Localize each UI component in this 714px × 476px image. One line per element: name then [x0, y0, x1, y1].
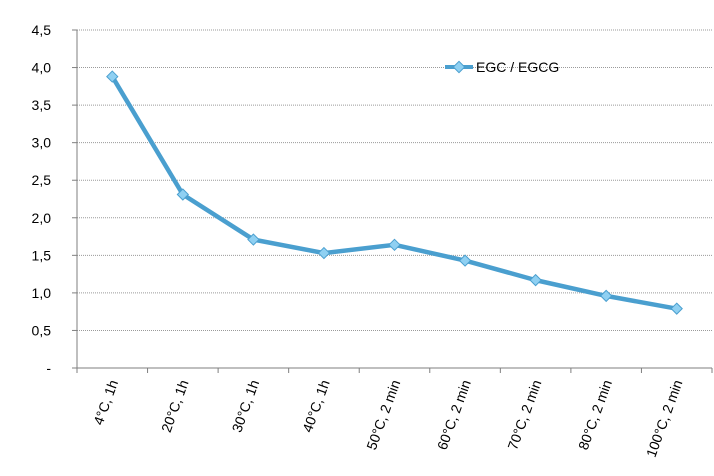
y-tick-label: 1,5 [32, 247, 52, 263]
y-tick-label: 4,5 [32, 22, 52, 38]
x-tick-label: 20°C, 1h [158, 378, 192, 435]
axes [76, 30, 712, 369]
data-point-marker [317, 246, 331, 260]
y-tick-label: - [46, 360, 51, 376]
data-point-marker [388, 238, 401, 252]
x-tick-label: 80°C, 2 min [575, 378, 615, 452]
series-group [106, 70, 683, 315]
data-point-marker [458, 254, 472, 267]
x-tick-label: 30°C, 1h [228, 378, 262, 435]
y-tick-label: 2,5 [32, 172, 52, 188]
x-tick-label: 50°C, 2 min [363, 378, 403, 452]
data-point-marker [106, 70, 119, 83]
y-tick-label: 2,0 [32, 210, 52, 226]
y-tick-label: 0,5 [32, 322, 52, 338]
gridlines [72, 29, 713, 373]
data-point-marker [599, 289, 613, 303]
legend: EGC / EGCG [445, 59, 559, 75]
y-tick-labels: - 0,5 1,0 1,5 2,0 2,5 3,0 3,5 4,0 4,5 [32, 22, 52, 376]
y-tick-label: 4,0 [32, 60, 52, 76]
y-tick-label: 3,5 [32, 97, 52, 113]
x-tick-label: 100°C, 2 min [643, 378, 686, 460]
x-tick-label: 60°C, 2 min [434, 378, 474, 452]
data-point-marker [176, 188, 190, 201]
x-tick-labels: 4°C, 1h 20°C, 1h 30°C, 1h 40°C, 1h 50°C, 2 m… [90, 378, 686, 460]
legend-marker-swatch [452, 60, 466, 74]
data-point-marker [670, 302, 683, 315]
legend-entry-label: EGC / EGCG [476, 59, 559, 75]
series-line [110, 75, 678, 311]
data-point-marker [529, 273, 542, 287]
x-tick-label: 40°C, 1h [299, 378, 333, 435]
y-tick-label: 1,0 [32, 285, 52, 301]
x-tick-label: 70°C, 2 min [504, 378, 544, 452]
data-point-marker [247, 233, 260, 246]
y-tick-label: 3,0 [32, 135, 52, 151]
x-tick-label: 4°C, 1h [90, 378, 121, 428]
